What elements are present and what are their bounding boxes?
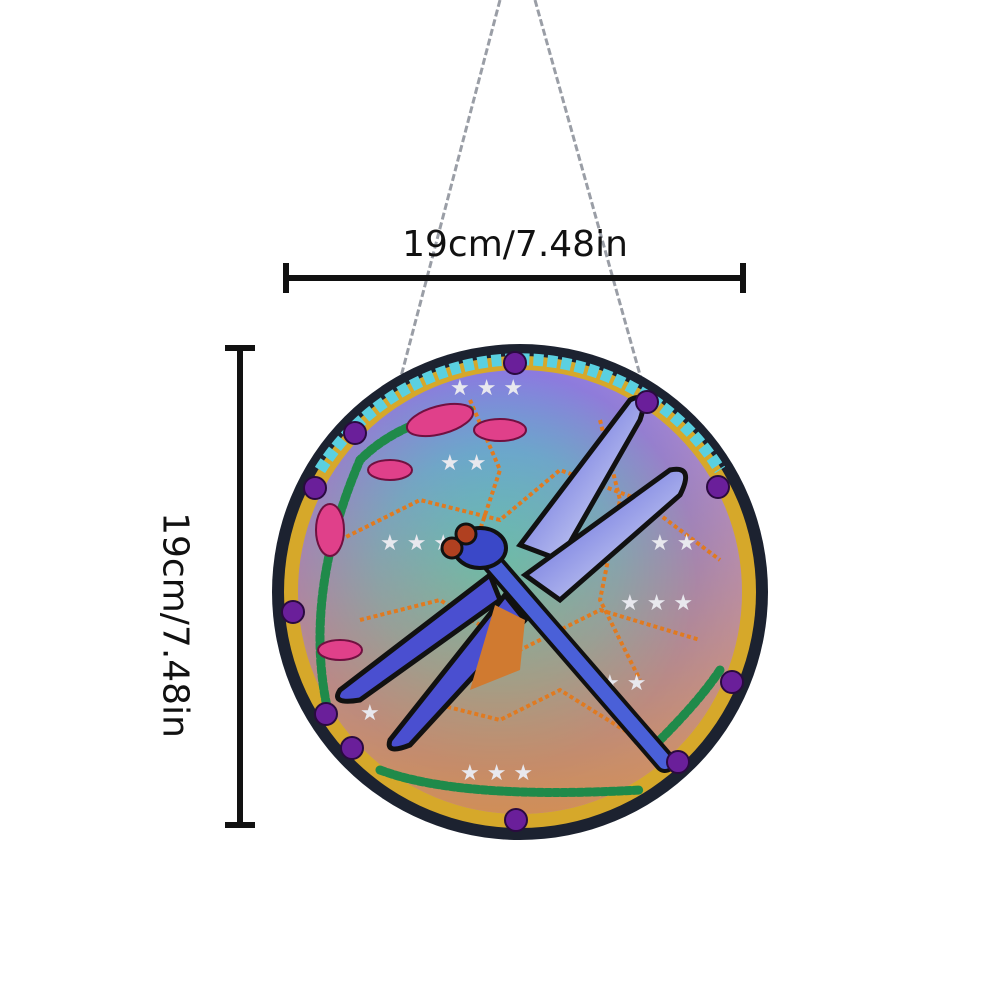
svg-text:★ ★ ★: ★ ★ ★ xyxy=(450,376,523,401)
svg-text:★ ★ ★: ★ ★ ★ xyxy=(380,531,453,556)
height-dimension-label: 19cm/7.48in xyxy=(154,512,196,738)
star-icon: ★ ★ ★ ★ ★ ★ ★ ★ ★ ★ ★ ★ ★ ★ ★ ★ ★ ★ ★ xyxy=(360,376,696,786)
svg-text:★ ★: ★ ★ xyxy=(440,451,486,476)
dimension-arrow-horizontal-icon xyxy=(283,263,746,293)
dragonfly-icon xyxy=(335,395,689,773)
chain-icon xyxy=(396,0,644,389)
suncatcher-disc: ★ ★ ★ ★ ★ ★ ★ ★ ★ ★ ★ ★ ★ ★ ★ ★ ★ ★ ★ xyxy=(272,344,768,840)
gem-icon xyxy=(281,351,744,832)
svg-text:★: ★ xyxy=(360,701,380,726)
dimension-arrow-vertical-icon xyxy=(225,345,255,828)
width-dimension-label: 19cm/7.48in xyxy=(402,224,628,265)
svg-text:★ ★ ★: ★ ★ ★ xyxy=(620,591,693,616)
svg-text:★ ★: ★ ★ xyxy=(650,531,696,556)
svg-text:★ ★ ★: ★ ★ ★ xyxy=(460,761,533,786)
